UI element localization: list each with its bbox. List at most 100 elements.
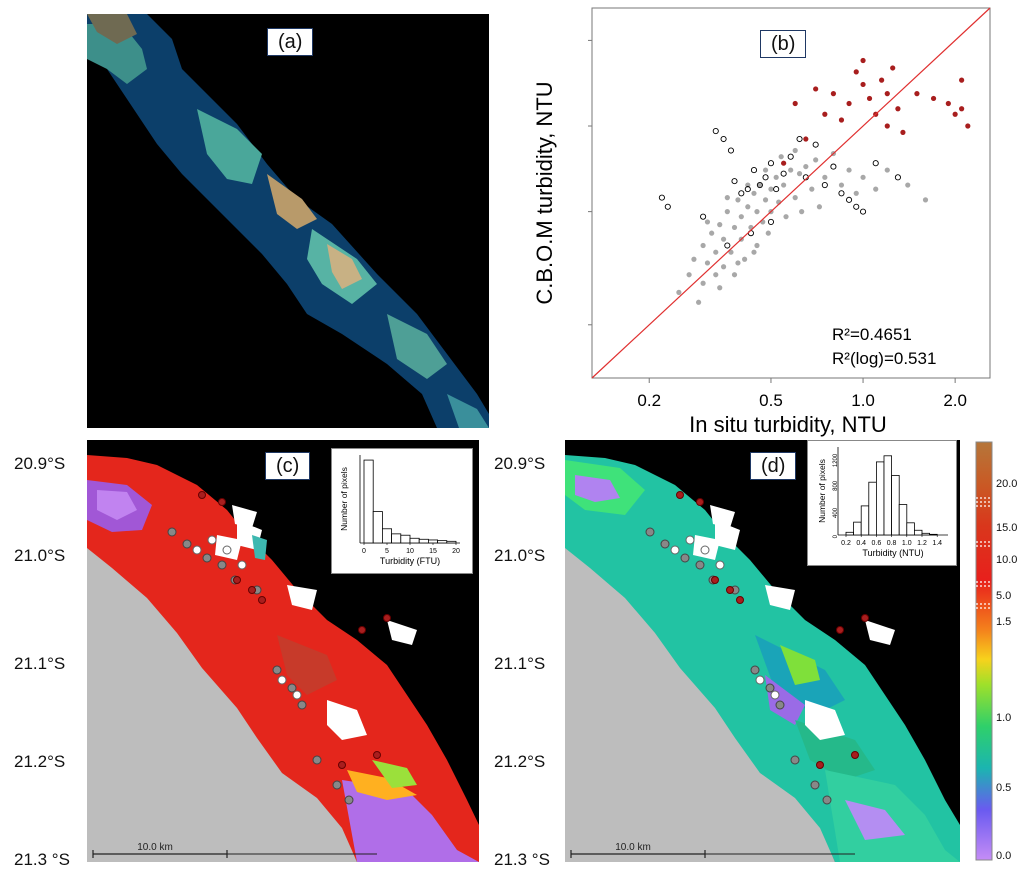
hist-y-tick-label: 0 (833, 534, 839, 538)
scatter-point-grey (754, 209, 760, 215)
panel-a: (a) (87, 14, 489, 428)
hist-bar (363, 459, 374, 544)
scatter-point-grey (704, 219, 711, 225)
scatter-point-red (781, 160, 787, 166)
scatter-point-open (731, 178, 738, 185)
scatter-point-grey (768, 186, 774, 192)
scatter-point-open (767, 218, 775, 225)
hist-x-tick-label: 0.2 (841, 540, 851, 547)
colorbar-label-0: 0.0 (996, 850, 1012, 862)
lat-label-c-1: 21.0°S (14, 546, 66, 565)
scale-bar-label-c: 10.0 km (137, 842, 173, 853)
hist-bar (929, 533, 938, 536)
hist-x-tick-label: 0.6 (872, 540, 882, 547)
hist-y-label: Number of pixels (817, 459, 827, 523)
scatter-point-red (853, 69, 859, 75)
x-tick-label: 2.0 (943, 391, 967, 410)
scatter-point-grey (905, 182, 911, 188)
x-tick-label: 0.5 (759, 391, 783, 410)
x-tick-label: 1.0 (851, 391, 875, 410)
r2-text: R²=0.4651 (832, 325, 912, 344)
scatter-point-grey (822, 174, 828, 180)
lat-label-d-1: 21.0°S (494, 546, 546, 565)
scatter-point-red (965, 123, 971, 129)
scatter-point-grey (860, 174, 866, 180)
hist-bar (382, 528, 393, 544)
scatter-point-grey (884, 167, 890, 173)
hist-bar (391, 533, 402, 544)
scatter-point-grey (728, 249, 734, 255)
inset-hist-d: 0.2 0.4 0.6 0.8 1.0 1.2 1.4 0 400 800 1200 Turbidit… (807, 440, 957, 566)
histogram-c: 0 5 10 15 20 Turbidity (FTU) Number of pixels (339, 455, 460, 566)
scatter-point-open (838, 190, 845, 197)
colorbar-label-15: 15.0 (996, 522, 1018, 534)
scatter-point-grey (751, 190, 757, 196)
hist-x-tick-label: 1.2 (917, 540, 927, 547)
hist-bar (883, 455, 892, 536)
scatter-point-grey (742, 256, 748, 262)
scatter-point-open (767, 160, 775, 167)
scatter-point-grey (816, 204, 823, 210)
scatter-point-grey (838, 182, 845, 188)
scatter-point-grey (781, 182, 787, 188)
hist-bar (845, 531, 854, 536)
hist-x-tick-label: 1.4 (932, 540, 942, 547)
colorbar-label-10: 10.0 (996, 554, 1018, 566)
scatter-point-grey (796, 171, 803, 177)
scatter-point-grey (686, 272, 692, 278)
hist-y-tick-label: 400 (833, 507, 839, 518)
scatter-point-grey (717, 222, 723, 228)
scatter-point-grey (717, 285, 723, 291)
scatter-point-red (884, 91, 890, 97)
scatter-point-open (664, 203, 671, 210)
scatter-point-grey (751, 249, 757, 255)
colorbar: 20.0 15.0 10.0 5.0 1.5 1.0 0.5 0.0 (974, 440, 1029, 864)
scatter-point-grey (799, 209, 805, 215)
scatter-point-open (812, 141, 819, 148)
scatter-point-open (894, 174, 901, 181)
scatter-point-red (879, 77, 885, 83)
colorbar-label-1-5: 1.5 (996, 616, 1012, 628)
panel-b: 0.2 0.5 1.0 2.0 In situ turbidity, NTU C.B.… (530, 0, 1000, 440)
scatter-point-red (945, 100, 951, 107)
lat-label-d-3: 21.2°S (494, 752, 546, 771)
scatter-point-grey (735, 260, 741, 266)
scatter-point-open (738, 190, 745, 197)
hist-bar (891, 475, 900, 536)
hist-bar (418, 538, 429, 544)
colorbar-label-0-5: 0.5 (996, 782, 1012, 794)
scatter-point-open (712, 128, 719, 135)
scatter-point-grey (738, 214, 744, 220)
scatter-point-grey (873, 186, 879, 192)
scatter-point-grey (700, 280, 706, 286)
colorbar-gradient (975, 441, 993, 861)
scatter-point-grey (754, 242, 760, 249)
scatter-point-grey (735, 197, 741, 203)
hist-bar (437, 540, 448, 544)
scatter-point-open (658, 194, 665, 201)
scatter-point-open (860, 208, 867, 215)
panel-c-label: (c) (265, 452, 311, 480)
hist-x-tick-label: 0.4 (856, 540, 866, 547)
scatter-point-red (860, 57, 866, 64)
scatter-point-grey (778, 154, 784, 160)
panel-d-label: (d) (750, 452, 797, 480)
satellite-image (87, 14, 489, 428)
scatter-point-open (773, 186, 780, 193)
hist-bar (409, 537, 420, 544)
hist-bar (906, 522, 915, 536)
scatter-point-red (792, 100, 798, 107)
colorbar-label-1: 1.0 (996, 712, 1012, 724)
scatter-point-grey (809, 186, 815, 192)
scatter-point-grey (709, 230, 715, 236)
hist-y-label: Number of pixels (339, 467, 349, 531)
scatter-point-red (884, 123, 890, 129)
r2-log-text: R²(log)=0.531 (832, 349, 936, 368)
scatter-point-red (890, 65, 896, 71)
scatter-point-red (803, 136, 809, 142)
scatter-point-open (872, 160, 879, 167)
hist-x-label: Turbidity (FTU) (380, 556, 440, 566)
scatter-point-grey (724, 209, 730, 215)
hist-bar (868, 481, 877, 536)
scatter-point-red (900, 129, 906, 135)
